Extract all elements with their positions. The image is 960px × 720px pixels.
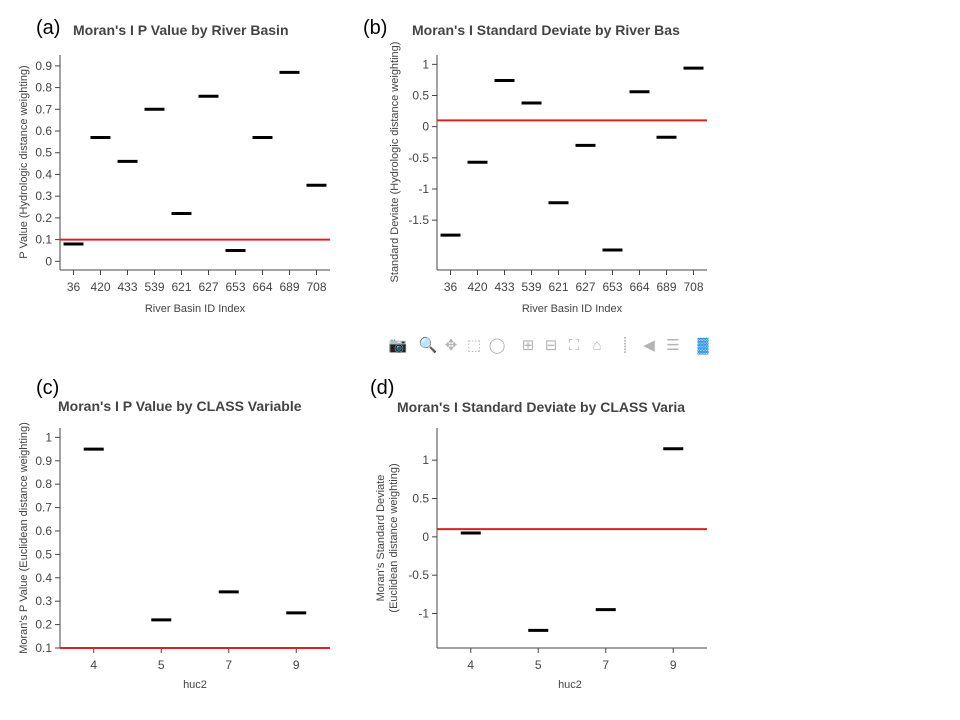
x-tick-label: 420: [467, 280, 487, 294]
plot-area[interactable]: [60, 428, 330, 648]
y-tick-label: 1: [422, 453, 429, 467]
y-tick-label: 0.1: [35, 641, 52, 655]
y-tick-label: 0: [422, 120, 429, 134]
home-icon[interactable]: ⌂: [592, 337, 601, 354]
x-tick-label: 653: [602, 280, 622, 294]
x-tick-label: 689: [279, 280, 299, 294]
x-tick-label: 539: [144, 280, 164, 294]
x-tick-label: 627: [198, 280, 218, 294]
y-axis-title: Standard Deviate (Hydrologic distance we…: [389, 42, 401, 283]
y-tick-label: 0.9: [35, 59, 52, 73]
y-tick-label: 0.9: [35, 454, 52, 468]
x-tick-label: 5: [158, 658, 165, 672]
x-tick-label: 4: [90, 658, 97, 672]
y-tick-label: 0: [45, 254, 52, 268]
x-axis-title: River Basin ID Index: [145, 303, 246, 315]
y-tick-label: -0.5: [408, 568, 429, 582]
box-select-icon[interactable]: ⬚: [467, 337, 481, 354]
y-tick-label: 0.7: [35, 102, 52, 116]
zoom-out-icon[interactable]: ⊟: [545, 337, 558, 354]
panel-c: (c) Moran's I P Value by CLASS Variable …: [18, 377, 330, 691]
y-tick-label: 1: [422, 57, 429, 71]
camera-icon[interactable]: 📷: [389, 337, 408, 354]
panel-label: (d): [370, 377, 394, 399]
y-tick-label: 0.6: [35, 524, 52, 538]
x-tick-label: 664: [629, 280, 649, 294]
x-tick-label: 539: [521, 280, 541, 294]
y-tick-label: -1.5: [408, 213, 429, 227]
y-tick-label: 0.5: [35, 146, 52, 160]
y-tick-label: 0: [422, 530, 429, 544]
x-tick-label: 433: [117, 280, 137, 294]
y-axis-title-line-1: Moran's Standard Deviate: [375, 475, 387, 602]
y-tick-label: 0.8: [35, 477, 52, 491]
y-tick-label: 0.2: [35, 618, 52, 632]
y-tick-label: 0.2: [35, 211, 52, 225]
y-axis-title: Moran's P Value (Euclidean distance weig…: [18, 422, 30, 654]
y-tick-label: 0.3: [35, 594, 52, 608]
y-axis-title-line-2: (Euclidean distance weighting): [388, 463, 400, 612]
plotly-logo-icon[interactable]: ▓: [698, 337, 709, 355]
y-tick-label: 0.7: [35, 501, 52, 515]
y-tick-label: -1: [418, 607, 429, 621]
chart-title: Moran's I Standard Deviate by River Bas: [412, 22, 680, 38]
x-tick-label: 708: [683, 280, 703, 294]
x-tick-label: 708: [306, 280, 326, 294]
chart-title: Moran's I P Value by River Basin: [73, 22, 289, 38]
plot-area[interactable]: [60, 55, 330, 270]
zoom-icon[interactable]: 🔍: [419, 335, 438, 354]
y-tick-label: 1: [45, 430, 52, 444]
x-tick-label: 36: [67, 280, 81, 294]
x-axis-title: River Basin ID Index: [522, 303, 623, 315]
x-tick-label: 5: [535, 658, 542, 672]
y-tick-label: 0.5: [412, 492, 429, 506]
panel-b: (b) Moran's I Standard Deviate by River …: [363, 17, 707, 315]
plot-area[interactable]: [437, 428, 707, 648]
hover-compare-icon[interactable]: ☰: [666, 337, 679, 354]
panel-d: (d) Moran's I Standard Deviate by CLASS …: [370, 377, 707, 691]
y-tick-label: 0.1: [35, 233, 52, 247]
hover-closest-icon[interactable]: ◀: [643, 337, 655, 354]
x-tick-label: 7: [602, 658, 609, 672]
x-tick-label: 433: [494, 280, 514, 294]
y-tick-label: 0.4: [35, 167, 52, 181]
y-tick-label: 0.8: [35, 81, 52, 95]
x-tick-label: 653: [225, 280, 245, 294]
y-tick-label: -0.5: [408, 151, 429, 165]
x-tick-label: 664: [252, 280, 272, 294]
panel-a: (a) Moran's I P Value by River Basin 0 0.…: [18, 17, 330, 315]
x-tick-label: 621: [171, 280, 191, 294]
y-tick-label: 0.4: [35, 571, 52, 585]
autoscale-icon[interactable]: ⛶: [569, 337, 580, 354]
panel-label: (b): [363, 17, 387, 39]
chart-title: Moran's I Standard Deviate by CLASS Vari…: [397, 399, 685, 415]
x-tick-label: 627: [575, 280, 595, 294]
pan-icon[interactable]: ✥: [445, 337, 458, 354]
modebar-toolbar: 📷 🔍 ✥ ⬚ ◯ ⊞ ⊟ ⛶ ⌂ ⸽ ◀ ☰ ▓: [389, 335, 709, 355]
spike-lines-icon[interactable]: ⸽: [623, 336, 627, 354]
y-tick-label: -1: [418, 182, 429, 196]
x-axis-title: huc2: [183, 679, 207, 691]
y-tick-label: 0.3: [35, 189, 52, 203]
y-tick-label: 0.5: [412, 89, 429, 103]
chart-title: Moran's I P Value by CLASS Variable: [58, 398, 302, 414]
x-tick-label: 420: [90, 280, 110, 294]
x-tick-label: 7: [225, 658, 232, 672]
zoom-in-icon[interactable]: ⊞: [522, 337, 535, 354]
y-axis-title: P Value (Hydrologic distance weighting): [18, 65, 30, 258]
x-tick-label: 9: [670, 658, 677, 672]
x-tick-label: 689: [656, 280, 676, 294]
x-axis-title: huc2: [558, 679, 582, 691]
y-tick-label: 0.6: [35, 124, 52, 138]
y-tick-label: 0.5: [35, 547, 52, 561]
x-tick-label: 621: [548, 280, 568, 294]
panel-label: (a): [36, 17, 60, 39]
panel-label: (c): [36, 377, 59, 399]
x-tick-label: 4: [467, 658, 474, 672]
x-tick-label: 36: [444, 280, 458, 294]
x-tick-label: 9: [293, 658, 300, 672]
lasso-select-icon[interactable]: ◯: [489, 337, 506, 354]
